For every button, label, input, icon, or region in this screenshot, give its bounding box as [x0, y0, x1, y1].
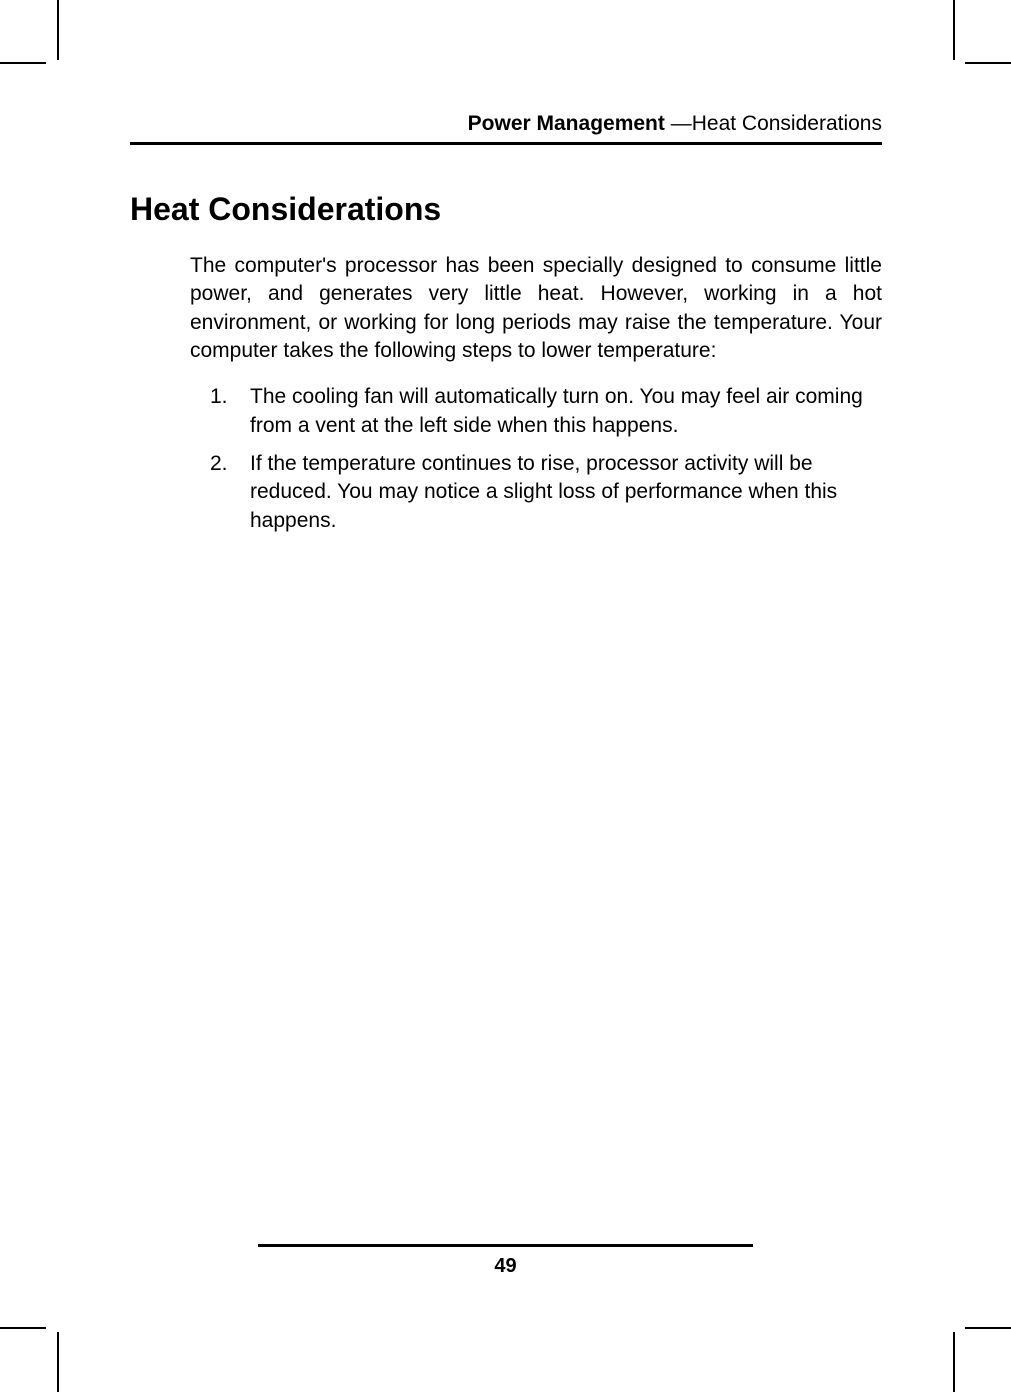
page-footer: 49 — [258, 1244, 753, 1278]
page-number: 49 — [258, 1255, 753, 1278]
intro-paragraph: The computer's processor has been specia… — [190, 252, 882, 365]
running-head-chapter: Power Management — [468, 112, 665, 135]
list-item-number: 2. — [210, 450, 250, 535]
running-head-section: Heat Considerations — [692, 112, 882, 135]
list-item: 1. The cooling fan will automatically tu… — [210, 383, 882, 440]
section-title: Heat Considerations — [130, 191, 882, 228]
crop-mark — [57, 0, 59, 60]
crop-mark — [965, 62, 1011, 64]
crop-mark — [0, 62, 46, 64]
page-content: Power Management —Heat Considerations He… — [130, 112, 882, 545]
footer-rule — [258, 1244, 753, 1247]
crop-mark — [57, 1332, 59, 1392]
crop-mark — [953, 0, 955, 60]
list-item-text: If the temperature continues to rise, pr… — [250, 450, 882, 535]
list-item-text: The cooling fan will automatically turn … — [250, 383, 882, 440]
running-head-separator: — — [665, 112, 692, 135]
crop-mark — [953, 1332, 955, 1392]
list-item-number: 1. — [210, 383, 250, 440]
running-head: Power Management —Heat Considerations — [130, 112, 882, 145]
list-item: 2. If the temperature continues to rise,… — [210, 450, 882, 535]
crop-mark — [0, 1327, 46, 1329]
numbered-list: 1. The cooling fan will automatically tu… — [210, 383, 882, 535]
crop-mark — [965, 1327, 1011, 1329]
